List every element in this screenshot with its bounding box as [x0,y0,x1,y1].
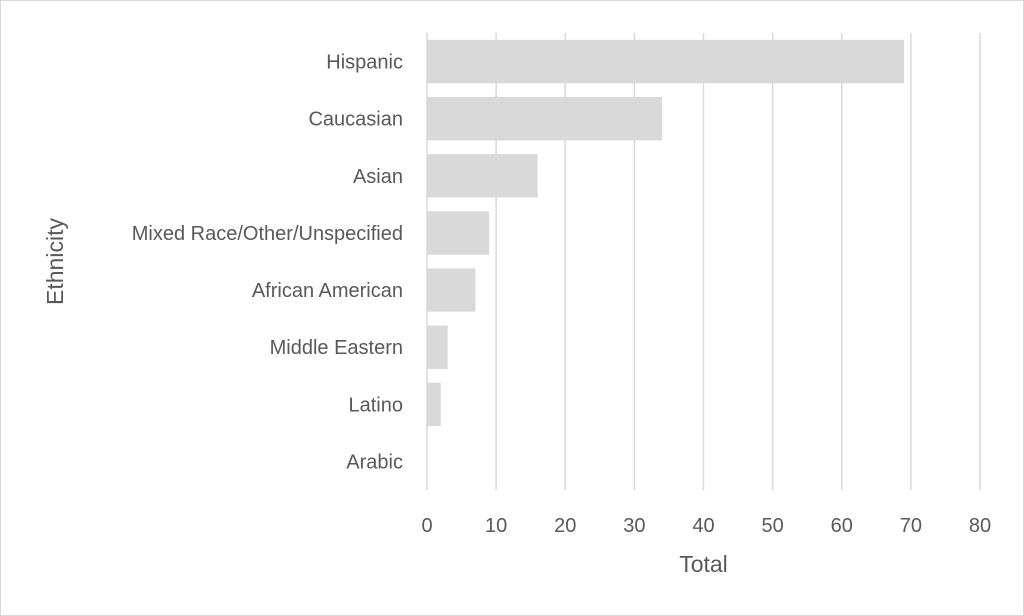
x-tick-label: 50 [762,515,784,537]
bar [427,325,448,369]
category-label: Arabic [346,451,403,473]
bar [427,382,441,427]
x-tick-label: 0 [421,515,432,537]
x-tick-labels: 0 10 20 30 40 50 60 70 80 [421,515,991,537]
x-tick-label: 70 [900,515,922,537]
bar [427,211,490,255]
x-tick-label: 20 [554,515,576,537]
x-tick-label: 60 [831,515,853,537]
x-tick-label: 40 [692,515,714,537]
category-label: Hispanic [326,52,403,74]
category-label: Mixed Race/Other/Unspecified [132,223,403,245]
x-tick-label: 80 [969,515,991,537]
category-label: African American [252,280,403,302]
category-label: Asian [353,166,403,188]
x-tick-label: 10 [485,515,507,537]
bar [427,154,538,198]
category-label: Caucasian [308,109,403,131]
bars [427,39,904,427]
category-label: Latino [349,394,404,416]
x-tick-label: 30 [623,515,645,537]
category-labels: Hispanic Caucasian Asian Mixed Race/Other/U… [132,52,403,474]
y-axis-title: Ethnicity [42,218,68,305]
bar [427,96,663,141]
bar [427,268,476,312]
x-axis-title: Total [679,551,728,577]
category-label: Middle Eastern [270,337,403,359]
bar [427,39,904,84]
